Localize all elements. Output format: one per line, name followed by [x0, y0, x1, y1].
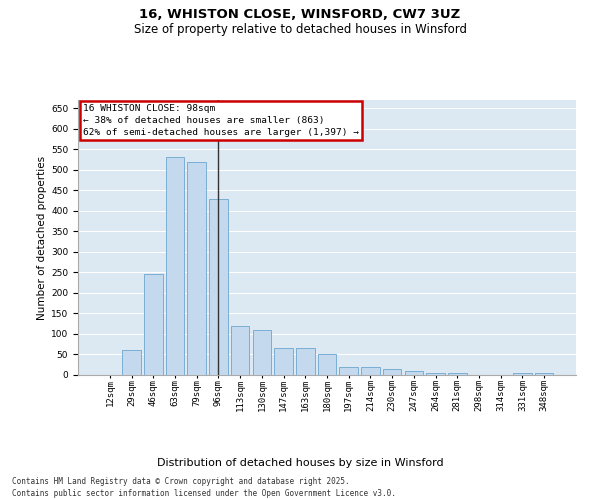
Bar: [122, 350, 141, 375]
Bar: [274, 348, 293, 375]
Bar: [209, 198, 227, 375]
Bar: [340, 367, 358, 375]
Bar: [427, 373, 445, 375]
Bar: [253, 330, 271, 375]
Bar: [361, 367, 380, 375]
Bar: [535, 373, 553, 375]
Bar: [187, 162, 206, 375]
Bar: [296, 348, 314, 375]
Bar: [404, 371, 423, 375]
Bar: [318, 354, 336, 375]
Text: 16, WHISTON CLOSE, WINSFORD, CW7 3UZ: 16, WHISTON CLOSE, WINSFORD, CW7 3UZ: [139, 8, 461, 20]
Text: Contains HM Land Registry data © Crown copyright and database right 2025.
Contai: Contains HM Land Registry data © Crown c…: [12, 476, 396, 498]
Bar: [231, 326, 250, 375]
Text: Distribution of detached houses by size in Winsford: Distribution of detached houses by size …: [157, 458, 443, 468]
Bar: [448, 373, 467, 375]
Bar: [513, 373, 532, 375]
Text: 16 WHISTON CLOSE: 98sqm
← 38% of detached houses are smaller (863)
62% of semi-d: 16 WHISTON CLOSE: 98sqm ← 38% of detache…: [83, 104, 359, 136]
Y-axis label: Number of detached properties: Number of detached properties: [37, 156, 47, 320]
Text: Size of property relative to detached houses in Winsford: Size of property relative to detached ho…: [133, 22, 467, 36]
Bar: [166, 158, 184, 375]
Bar: [383, 369, 401, 375]
Bar: [144, 274, 163, 375]
